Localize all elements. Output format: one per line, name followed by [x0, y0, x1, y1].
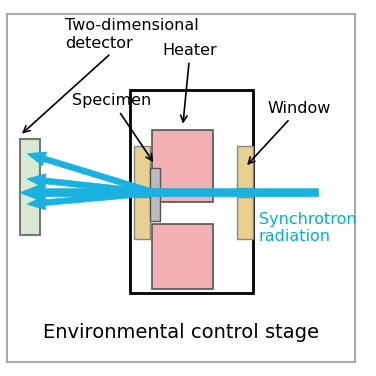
Bar: [134, 197, 150, 239]
Bar: [152, 130, 214, 202]
Polygon shape: [20, 183, 318, 203]
Text: Window: Window: [248, 101, 331, 164]
Bar: [152, 224, 214, 289]
Text: Synchrotron
radiation: Synchrotron radiation: [259, 212, 356, 244]
Bar: [130, 90, 253, 293]
Text: Heater: Heater: [163, 43, 218, 122]
Polygon shape: [27, 152, 156, 196]
Text: Specimen: Specimen: [72, 93, 152, 161]
Bar: [134, 146, 150, 188]
Polygon shape: [27, 174, 155, 196]
Bar: [20, 139, 40, 235]
Text: Two-dimensional
detector: Two-dimensional detector: [23, 18, 199, 132]
Bar: [150, 168, 159, 221]
Bar: [237, 197, 253, 239]
Polygon shape: [27, 190, 155, 210]
Bar: [237, 146, 253, 188]
Text: Environmental control stage: Environmental control stage: [43, 323, 319, 342]
